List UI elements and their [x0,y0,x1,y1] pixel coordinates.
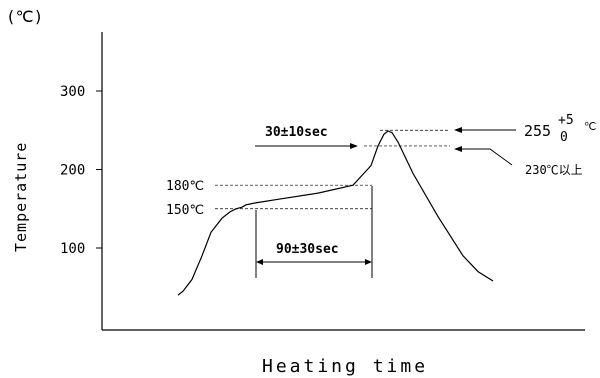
y-tick-label-300: 300 [60,84,85,100]
x-axis-title: Heating time [262,356,428,377]
y-tick-label-100: 100 [60,241,85,257]
peak-temp-minus: 0 [560,130,568,145]
preheat-arrow-left-head [256,259,263,265]
liquidus-arrow [460,148,513,166]
liquidus-arrow-head [454,146,462,152]
liquidus-label: 230℃以上 [525,163,583,177]
peak-time-arrow-head [350,143,358,149]
unit-label: (℃) [6,7,43,26]
peak-temp-plus: +5 [558,113,574,128]
y-tick-label-200: 200 [60,163,85,179]
label-180c: 180℃ [166,179,204,194]
peak-temp-unit: ℃ [584,120,596,133]
preheat-label: 90±30sec [276,242,339,257]
peak-temp-arrow-head [454,127,462,133]
y-axis-title: Temperature [12,142,30,252]
y-ticks: 100 200 300 [60,84,102,257]
label-150c: 150℃ [166,203,204,218]
temperature-profile-line [177,130,494,296]
preheat-arrow-right-head [365,259,372,265]
peak-temp-label: 255 [524,122,551,140]
peak-time-label: 30±10sec [265,125,328,140]
